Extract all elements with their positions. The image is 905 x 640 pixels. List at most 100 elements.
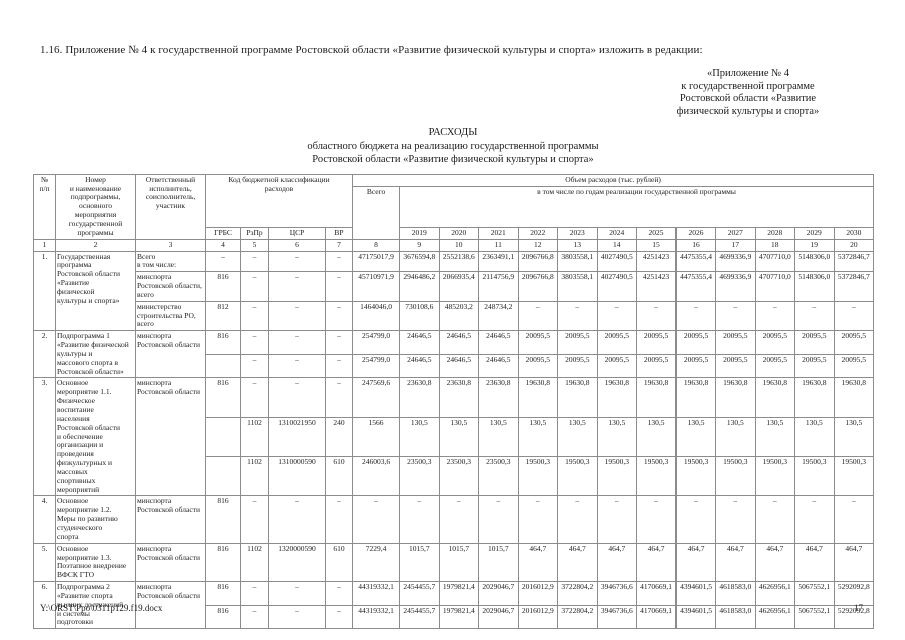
row-number-cell: 4.: [33, 495, 56, 544]
column-header-year: 2019: [399, 226, 440, 240]
year-value-cell: 19630,8: [596, 377, 638, 418]
executor-cell: минспорта Ростовской области, всего: [135, 271, 206, 302]
table-row: – – –254799,0 24646,5 24646,5 24646,5 20095,5 2…: [34, 353, 875, 379]
rzpr-cell: –: [240, 353, 269, 379]
column-header-rzpr: РзПр: [240, 226, 269, 240]
year-value-cell: 3722804,2: [557, 604, 598, 630]
year-value-cell: 19630,8: [675, 377, 717, 418]
csr-cell: –: [268, 300, 326, 332]
year-value-cell: –: [794, 495, 835, 544]
row-number-cell: 1.: [33, 250, 56, 332]
column-number-cell: 10: [438, 238, 480, 252]
grbs-cell: [205, 416, 241, 458]
year-value-cell: 20095,5: [557, 330, 598, 355]
year-value-cell: 19630,8: [636, 377, 677, 418]
csr-cell: 1310000590: [268, 456, 326, 497]
year-value-cell: –: [557, 495, 598, 544]
year-value-cell: 19630,8: [833, 377, 875, 418]
year-value-cell: 1015,7: [478, 542, 519, 583]
year-value-cell: –: [715, 495, 756, 544]
column-number-cell: 1: [33, 238, 56, 252]
year-value-cell: 5148306,0: [794, 250, 835, 273]
year-value-cell: –: [517, 495, 559, 544]
year-value-cell: 3946736,6: [596, 604, 638, 630]
column-number-cell: 11: [478, 238, 519, 252]
total-value-cell: 246003,6: [352, 456, 401, 497]
year-value-cell: –: [596, 495, 638, 544]
year-value-cell: 130,5: [517, 416, 559, 458]
year-value-cell: –: [675, 300, 717, 332]
rzpr-cell: –: [240, 377, 269, 418]
csr-cell: –: [268, 495, 326, 544]
grbs-cell: 816: [205, 604, 241, 630]
year-value-cell: 3803558,1: [557, 271, 598, 302]
column-header-year: 2023: [557, 226, 598, 240]
column-header-year: 2026: [675, 226, 717, 240]
column-header-vr: ВР: [324, 226, 354, 240]
year-value-cell: 485203,2: [438, 300, 480, 332]
grbs-cell: 816: [205, 271, 241, 302]
year-value-cell: 2552138,6: [438, 250, 480, 273]
column-header-budget-code: Код бюджетной классификации расходов: [204, 173, 354, 228]
column-number-cell: 9: [399, 238, 440, 252]
table-row: 816– – –44319332,1 2454455,7 1979821,4 202904…: [34, 604, 875, 630]
column-number-cell: 3: [135, 238, 206, 252]
year-value-cell: 2066935,4: [438, 271, 480, 302]
csr-cell: –: [268, 271, 326, 302]
column-number-cell: 14: [596, 238, 638, 252]
year-value-cell: 24646,5: [399, 353, 440, 379]
table-row: 1102 1310021950 240 1566 130,5 130,5 130,5 130,…: [34, 416, 875, 458]
year-value-cell: 19500,3: [517, 456, 559, 497]
year-value-cell: 248734,2: [478, 300, 519, 332]
column-header-executor: Ответственный исполнитель, соисполнитель…: [135, 173, 206, 240]
year-value-cell: 20095,5: [675, 353, 717, 379]
total-value-cell: 254799,0: [352, 330, 401, 355]
year-value-cell: 3946736,6: [596, 581, 638, 606]
csr-cell: –: [268, 330, 326, 355]
total-value-cell: 1464046,0: [352, 300, 401, 332]
year-value-cell: 4707710,0: [754, 250, 796, 273]
year-value-cell: 1015,7: [438, 542, 480, 583]
vr-cell: 240: [324, 416, 354, 458]
year-value-cell: 4027490,5: [596, 271, 638, 302]
document-title: РАСХОДЫ областного бюджета на реализацию…: [307, 127, 599, 165]
total-value-cell: 47175017,9: [352, 250, 401, 273]
column-header-name: Номер и наименование подпрограммы, основ…: [55, 173, 136, 240]
year-value-cell: 4475355,4: [675, 250, 717, 273]
program-name-cell: Основное мероприятие 1.1. Физическое вос…: [55, 377, 136, 497]
table-row: 1. Государственная программа Ростовской о…: [33, 250, 875, 332]
vr-cell: 610: [324, 542, 354, 583]
year-value-cell: 24646,5: [399, 330, 440, 355]
row-number-cell: 3.: [33, 377, 56, 497]
year-value-cell: 20095,5: [833, 353, 875, 379]
year-value-cell: 5148306,0: [794, 271, 835, 302]
year-value-cell: 2114756,9: [478, 271, 519, 302]
executor-cell: минспорта Ростовской области: [135, 330, 206, 379]
year-value-cell: 20095,5: [636, 353, 677, 379]
grbs-cell: 816: [205, 330, 241, 355]
year-value-cell: 464,7: [636, 542, 677, 583]
column-number-cell: 17: [715, 238, 756, 252]
column-header-year: 2024: [596, 226, 638, 240]
csr-cell: –: [268, 353, 326, 379]
column-number-cell: 15: [636, 238, 677, 252]
total-value-cell: 7229,4: [352, 542, 401, 583]
year-value-cell: –: [833, 300, 875, 332]
column-header-npp: № п/п: [33, 173, 56, 240]
year-value-cell: –: [438, 495, 480, 544]
year-value-cell: –: [517, 300, 559, 332]
column-header-grbs: ГРБС: [205, 226, 241, 240]
table-row: 4. Основное мероприятие 1.2. Меры по разв…: [33, 495, 875, 544]
year-value-cell: –: [636, 300, 677, 332]
column-number-cell: 5: [240, 238, 269, 252]
vr-cell: –: [324, 495, 354, 544]
year-value-cell: 19500,3: [557, 456, 598, 497]
total-value-cell: –: [352, 495, 401, 544]
column-number-cell: 19: [794, 238, 835, 252]
csr-cell: 1310021950: [268, 416, 326, 458]
table-row: 2. Подпрограмма 1 «Развитие физической ку…: [33, 330, 875, 379]
column-number-cell: 6: [268, 238, 326, 252]
total-value-cell: 44319332,1: [352, 604, 401, 630]
year-value-cell: 464,7: [675, 542, 717, 583]
